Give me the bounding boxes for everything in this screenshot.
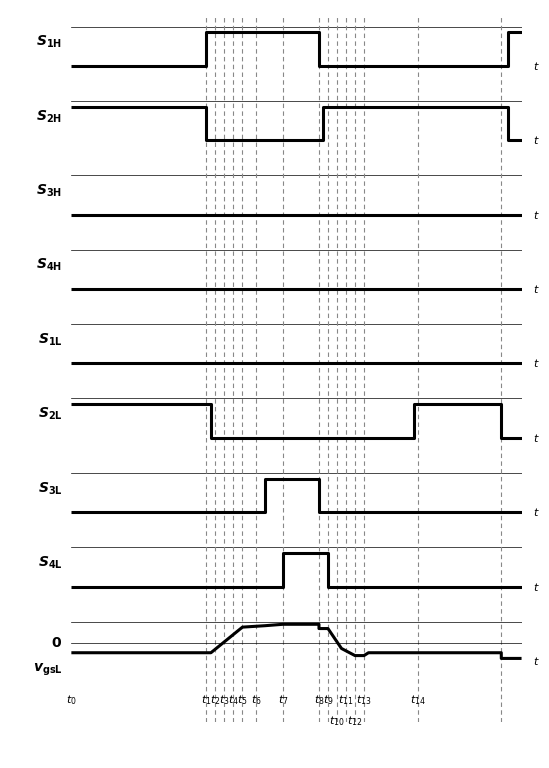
Text: $t_{13}$: $t_{13}$: [356, 693, 372, 707]
Text: $t_5$: $t_5$: [237, 693, 248, 707]
Text: $t_3$: $t_3$: [219, 693, 229, 707]
Text: $\boldsymbol{S}_\mathbf{1H}$: $\boldsymbol{S}_\mathbf{1H}$: [36, 34, 63, 51]
Text: $t_0$: $t_0$: [66, 693, 77, 707]
Text: $\boldsymbol{S}_\mathbf{4L}$: $\boldsymbol{S}_\mathbf{4L}$: [37, 554, 63, 571]
Text: $\mathbf{0}$: $\mathbf{0}$: [52, 636, 63, 650]
Text: $t_8$: $t_8$: [313, 693, 324, 707]
Text: $t_{12}$: $t_{12}$: [348, 714, 363, 728]
Text: $t_{11}$: $t_{11}$: [338, 693, 354, 707]
Text: $t_1$: $t_1$: [201, 693, 212, 707]
Text: $t$: $t$: [533, 209, 540, 220]
Text: $t$: $t$: [533, 581, 540, 593]
Text: $t$: $t$: [533, 655, 540, 667]
Text: $\boldsymbol{v}_\mathbf{gsL}$: $\boldsymbol{v}_\mathbf{gsL}$: [32, 662, 63, 678]
Text: $t$: $t$: [533, 357, 540, 369]
Text: $t_7$: $t_7$: [278, 693, 288, 707]
Text: $t$: $t$: [533, 432, 540, 444]
Text: $t_{10}$: $t_{10}$: [329, 714, 345, 728]
Text: $\boldsymbol{S}_\mathbf{3H}$: $\boldsymbol{S}_\mathbf{3H}$: [36, 183, 63, 199]
Text: $t_6$: $t_6$: [250, 693, 261, 707]
Text: $t$: $t$: [533, 506, 540, 518]
Text: $t_9$: $t_9$: [323, 693, 333, 707]
Text: $t$: $t$: [533, 283, 540, 295]
Text: $\boldsymbol{S}_\mathbf{1L}$: $\boldsymbol{S}_\mathbf{1L}$: [37, 332, 63, 348]
Text: $\boldsymbol{S}_\mathbf{2H}$: $\boldsymbol{S}_\mathbf{2H}$: [36, 108, 63, 124]
Text: $t_2$: $t_2$: [210, 693, 221, 707]
Text: $t_4$: $t_4$: [228, 693, 239, 707]
Text: $\boldsymbol{S}_\mathbf{4H}$: $\boldsymbol{S}_\mathbf{4H}$: [36, 257, 63, 273]
Text: $\boldsymbol{S}_\mathbf{2L}$: $\boldsymbol{S}_\mathbf{2L}$: [37, 406, 63, 422]
Text: $\boldsymbol{S}_\mathbf{3L}$: $\boldsymbol{S}_\mathbf{3L}$: [37, 480, 63, 497]
Text: $t$: $t$: [533, 60, 540, 72]
Text: $t$: $t$: [533, 134, 540, 147]
Text: $t_{14}$: $t_{14}$: [410, 693, 426, 707]
